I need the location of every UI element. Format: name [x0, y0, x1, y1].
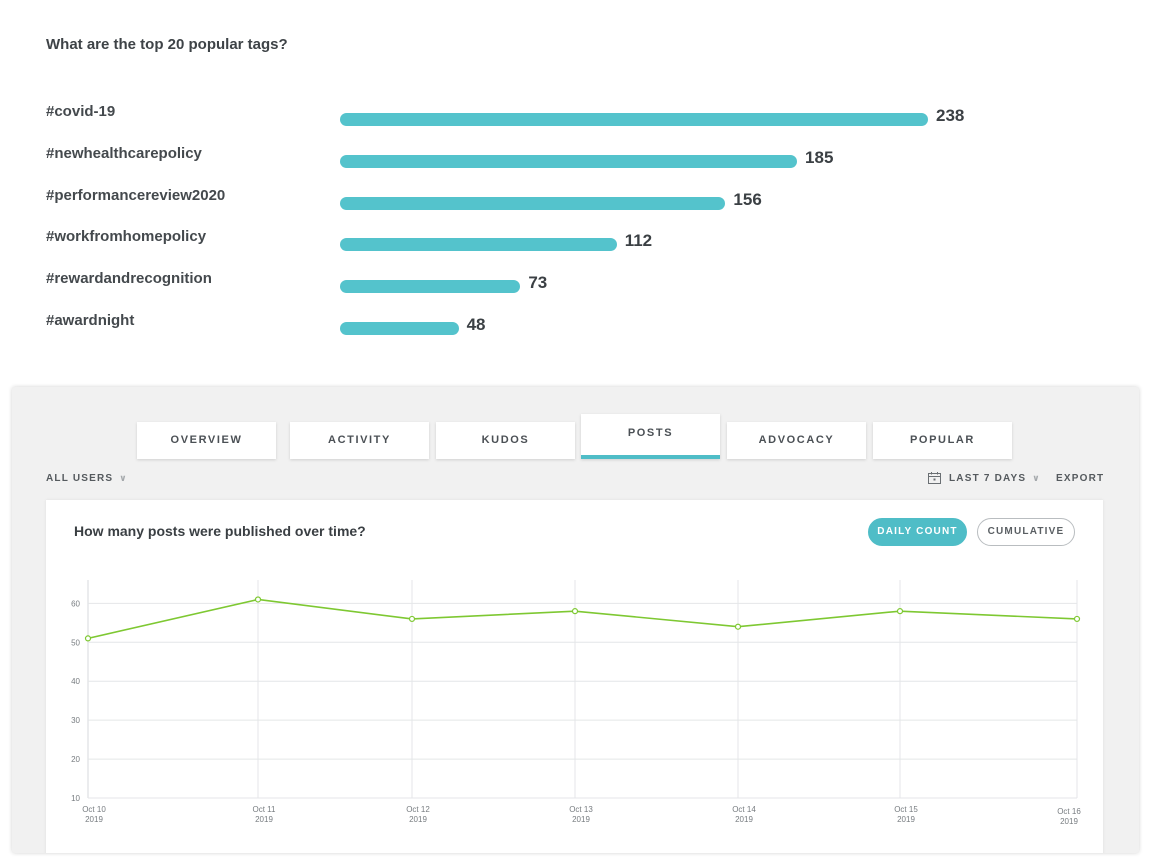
tag-bar [340, 196, 726, 210]
y-tick-label: 40 [71, 677, 80, 686]
tag-value-label: 48 [466, 315, 486, 334]
tag-row: #newhealthcarepolicy 185 [0, 145, 1160, 175]
chevron-down-icon: ∨ [119, 473, 128, 483]
chevron-down-icon: ∨ [1032, 472, 1041, 483]
x-tick-label: Oct 13 [569, 805, 593, 814]
tag-value-label: 238 [936, 106, 965, 125]
analytics-panel: OVERVIEW ACTIVITY KUDOS POSTS ADVOCACY P… [12, 387, 1139, 853]
user-filter-label: ALL USERS [46, 473, 114, 484]
card-title: How many posts were published over time? [74, 523, 366, 539]
x-tick-label: 2019 [85, 815, 103, 824]
tag-label: #performancereview2020 [46, 186, 226, 204]
x-tick-label: 2019 [255, 815, 273, 824]
data-point [408, 615, 416, 623]
tag-bar [340, 154, 798, 168]
y-tick-label: 10 [71, 794, 80, 803]
tag-row: #covid-19 238 [0, 103, 1160, 133]
date-range-dropdown[interactable]: LAST 7 DAYS ∨ [928, 472, 1041, 484]
x-tick-label: Oct 16 [1057, 807, 1081, 816]
tag-row: #performancereview2020 156 [0, 187, 1160, 217]
tag-label: #covid-19 [46, 103, 116, 120]
data-point [896, 608, 904, 615]
tab-kudos[interactable]: KUDOS [436, 422, 575, 459]
x-tick-label: Oct 14 [732, 805, 756, 814]
y-tick-label: 60 [71, 599, 80, 608]
tag-value-label: 156 [733, 189, 762, 209]
tag-value-label: 185 [805, 147, 834, 167]
tag-bar [340, 280, 521, 294]
y-tick-label: 30 [71, 716, 80, 725]
tag-bar [340, 113, 928, 126]
data-point [1073, 615, 1081, 623]
tag-bar [340, 322, 459, 335]
user-filter-dropdown[interactable]: ALL USERS ∨ [46, 473, 128, 484]
x-tick-label: Oct 10 [82, 805, 106, 814]
tag-value-label: 73 [528, 273, 548, 293]
tab-advocacy[interactable]: ADVOCACY [727, 422, 866, 459]
data-point [84, 635, 92, 642]
tag-label: #workfromhomepolicy [46, 228, 207, 246]
y-tick-label: 50 [71, 638, 80, 647]
daily-count-toggle[interactable]: DAILY COUNT [868, 518, 967, 546]
tab-activity[interactable]: ACTIVITY [290, 422, 429, 459]
tag-label: #newhealthcarepolicy [46, 144, 202, 162]
tab-overview[interactable]: OVERVIEW [137, 422, 276, 459]
tab-popular[interactable]: POPULAR [873, 422, 1012, 459]
tag-bar [340, 238, 617, 252]
y-tick-label: 20 [71, 755, 80, 764]
x-tick-label: 2019 [409, 815, 427, 824]
tag-label: #awardnight [46, 312, 135, 329]
x-tick-label: Oct 15 [894, 805, 918, 814]
data-point [254, 596, 262, 603]
x-tick-label: 2019 [897, 815, 915, 824]
date-range-label: LAST 7 DAYS [949, 472, 1027, 484]
export-button[interactable]: EXPORT [1056, 473, 1105, 484]
tag-row: #rewardandrecognition 73 [0, 270, 1160, 300]
data-point [734, 623, 742, 630]
series-line [87, 598, 1078, 640]
tags-chart-title: What are the top 20 popular tags? [46, 36, 288, 53]
x-tick-label: Oct 12 [406, 805, 430, 814]
x-tick-label: 2019 [1060, 817, 1078, 826]
tab-posts[interactable]: POSTS [581, 414, 720, 459]
x-tick-label: 2019 [735, 815, 753, 824]
x-tick-label: Oct 11 [253, 805, 277, 814]
cumulative-toggle[interactable]: CUMULATIVE [977, 518, 1075, 546]
calendar-icon [928, 472, 941, 484]
tag-row: #workfromhomepolicy 112 [0, 228, 1160, 258]
data-point [571, 608, 579, 615]
tab-bar: OVERVIEW ACTIVITY KUDOS POSTS ADVOCACY P… [137, 414, 1037, 462]
x-tick-label: 2019 [572, 815, 590, 824]
tag-row: #awardnight 48 [0, 312, 1160, 342]
tag-value-label: 112 [624, 231, 653, 251]
tag-label: #rewardandrecognition [46, 270, 212, 288]
posts-chart-card: How many posts were published over time?… [46, 500, 1103, 853]
